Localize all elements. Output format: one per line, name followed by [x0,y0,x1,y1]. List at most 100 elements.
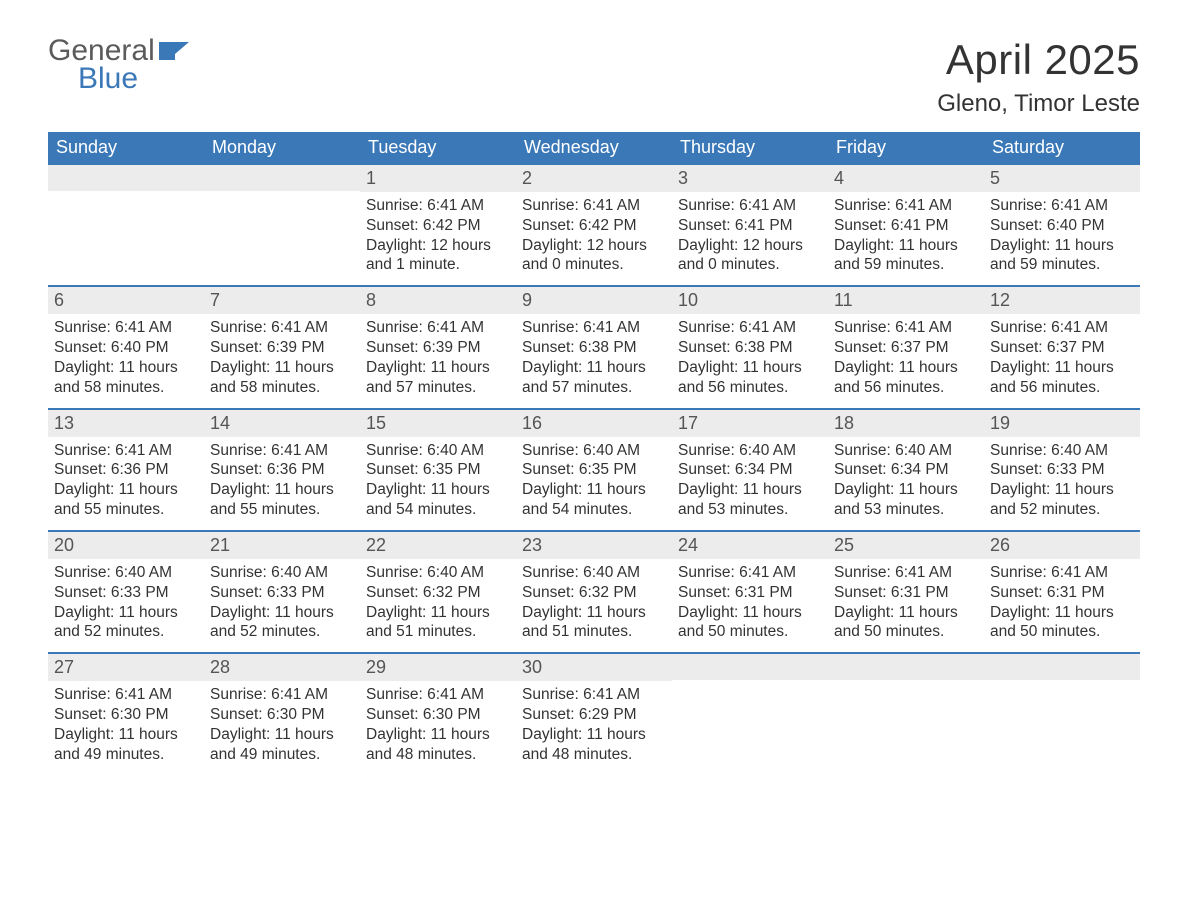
calendar-cell: 20 Sunrise: 6:40 AMSunset: 6:33 PMDayligh… [48,532,204,652]
daylight-text: Daylight: 11 hours and 49 minutes. [54,725,198,765]
daylight-text: Daylight: 11 hours and 55 minutes. [54,480,198,520]
title-block: April 2025 Gleno, Timor Leste [937,36,1140,118]
calendar-cell: 3Sunrise: 6:41 AMSunset: 6:41 PMDaylight… [672,165,828,285]
day-number-bar: 5 [984,165,1140,192]
dow-tuesday: Tuesday [360,132,516,163]
day-number: 4 [834,168,844,188]
dow-friday: Friday [828,132,984,163]
sunset-text: Sunset: 6:40 PM [990,216,1134,236]
calendar-week: 27Sunrise: 6:41 AMSunset: 6:30 PMDayligh… [48,652,1140,774]
day-number: 30 [522,657,542,677]
daylight-text: Daylight: 11 hours and 49 minutes. [210,725,354,765]
calendar-cell: 1Sunrise: 6:41 AMSunset: 6:42 PMDaylight… [360,165,516,285]
sunrise-text: Sunrise: 6:41 AM [522,196,666,216]
daylight-text: Daylight: 11 hours and 50 minutes. [990,603,1134,643]
sunset-text: Sunset: 6:31 PM [990,583,1134,603]
calendar-cell: 17Sunrise: 6:40 AMSunset: 6:34 PMDayligh… [672,410,828,530]
sunrise-text: Sunrise: 6:41 AM [210,441,354,461]
day-number: 3 [678,168,688,188]
daylight-text: Daylight: 11 hours and 52 minutes. [54,603,198,643]
day-number-bar: 7 [204,287,360,314]
day-number-bar: 12 [984,287,1140,314]
sunrise-text: Sunrise: 6:40 AM [522,563,666,583]
sunset-text: Sunset: 6:31 PM [834,583,978,603]
sunset-text: Sunset: 6:38 PM [522,338,666,358]
sunset-text: Sunset: 6:35 PM [366,460,510,480]
calendar-cell: 26Sunrise: 6:41 AMSunset: 6:31 PMDayligh… [984,532,1140,652]
day-number-bar: 9 [516,287,672,314]
daylight-text: Daylight: 12 hours and 0 minutes. [678,236,822,276]
calendar-week: 1Sunrise: 6:41 AMSunset: 6:42 PMDaylight… [48,163,1140,285]
daylight-text: Daylight: 11 hours and 57 minutes. [522,358,666,398]
sunrise-text: Sunrise: 6:41 AM [990,318,1134,338]
sunset-text: Sunset: 6:41 PM [678,216,822,236]
sunrise-text: Sunrise: 6:41 AM [834,563,978,583]
daylight-text: Daylight: 11 hours and 53 minutes. [834,480,978,520]
daylight-text: Daylight: 11 hours and 59 minutes. [834,236,978,276]
day-number: 20 [54,535,74,555]
day-number-bar: 11 [828,287,984,314]
sunrise-text: Sunrise: 6:40 AM [54,563,198,583]
calendar-cell: 28Sunrise: 6:41 AMSunset: 6:30 PMDayligh… [204,654,360,774]
header: General Blue April 2025 Gleno, Timor Les… [48,36,1140,118]
day-number-bar [828,654,984,680]
day-number: 6 [54,290,64,310]
calendar-cell: 16Sunrise: 6:40 AMSunset: 6:35 PMDayligh… [516,410,672,530]
daylight-text: Daylight: 11 hours and 58 minutes. [54,358,198,398]
sunset-text: Sunset: 6:34 PM [678,460,822,480]
day-number-bar: 1 [360,165,516,192]
calendar-cell: 6Sunrise: 6:41 AMSunset: 6:40 PMDaylight… [48,287,204,407]
daylight-text: Daylight: 12 hours and 0 minutes. [522,236,666,276]
daylight-text: Daylight: 11 hours and 59 minutes. [990,236,1134,276]
daylight-text: Daylight: 11 hours and 48 minutes. [522,725,666,765]
day-number: 16 [522,413,542,433]
sunrise-text: Sunrise: 6:40 AM [366,441,510,461]
sunrise-text: Sunrise: 6:41 AM [522,318,666,338]
sunset-text: Sunset: 6:38 PM [678,338,822,358]
day-number-bar: 25 [828,532,984,559]
calendar-week: 20Sunrise: 6:40 AMSunset: 6:33 PMDayligh… [48,530,1140,652]
day-number: 22 [366,535,386,555]
day-number-bar: 30 [516,654,672,681]
day-number: 7 [210,290,220,310]
sunset-text: Sunset: 6:34 PM [834,460,978,480]
sunrise-text: Sunrise: 6:41 AM [210,685,354,705]
sunset-text: Sunset: 6:30 PM [210,705,354,725]
day-number: 29 [366,657,386,677]
calendar-cell: 13Sunrise: 6:41 AMSunset: 6:36 PMDayligh… [48,410,204,530]
day-number-bar: 21 [204,532,360,559]
sunset-text: Sunset: 6:36 PM [210,460,354,480]
daylight-text: Daylight: 11 hours and 54 minutes. [522,480,666,520]
day-number-bar: 22 [360,532,516,559]
logo: General Blue [48,36,189,96]
day-number-bar: 16 [516,410,672,437]
day-number: 25 [834,535,854,555]
day-number-bar: 13 [48,410,204,437]
calendar-cell: 8Sunrise: 6:41 AMSunset: 6:39 PMDaylight… [360,287,516,407]
calendar-grid: Sunday Monday Tuesday Wednesday Thursday… [48,132,1140,775]
calendar-cell: 25 Sunrise: 6:41 AMSunset: 6:31 PMDayligh… [828,532,984,652]
sunset-text: Sunset: 6:33 PM [54,583,198,603]
sunset-text: Sunset: 6:32 PM [522,583,666,603]
location-label: Gleno, Timor Leste [937,90,1140,118]
daylight-text: Daylight: 11 hours and 56 minutes. [678,358,822,398]
calendar-cell: 22Sunrise: 6:40 AMSunset: 6:32 PMDayligh… [360,532,516,652]
calendar-cell: 27Sunrise: 6:41 AMSunset: 6:30 PMDayligh… [48,654,204,774]
daylight-text: Daylight: 12 hours and 1 minute. [366,236,510,276]
day-number: 27 [54,657,74,677]
sunset-text: Sunset: 6:41 PM [834,216,978,236]
daylight-text: Daylight: 11 hours and 50 minutes. [834,603,978,643]
dow-sunday: Sunday [48,132,204,163]
day-number-bar: 10 [672,287,828,314]
day-number-bar: 3 [672,165,828,192]
day-number: 13 [54,413,74,433]
day-number-bar: 17 [672,410,828,437]
sunrise-text: Sunrise: 6:40 AM [834,441,978,461]
calendar-cell-empty [672,654,828,774]
day-number: 5 [990,168,1000,188]
day-number: 11 [834,290,853,310]
sunrise-text: Sunrise: 6:41 AM [54,318,198,338]
day-number-bar: 27 [48,654,204,681]
sunset-text: Sunset: 6:37 PM [990,338,1134,358]
day-number-bar: 8 [360,287,516,314]
